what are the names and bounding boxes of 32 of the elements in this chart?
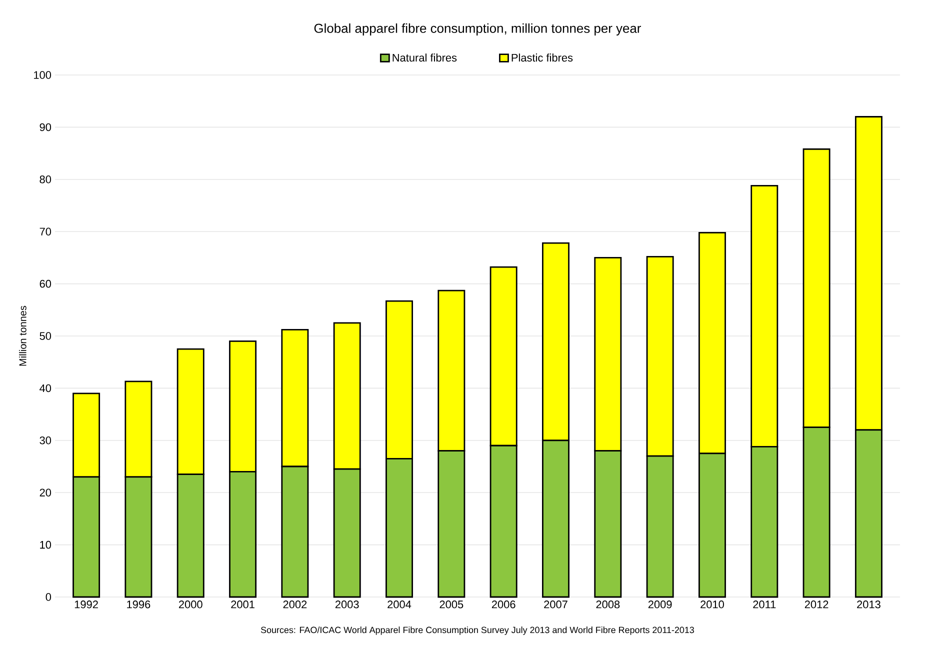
x-tick-label: 2009	[648, 600, 672, 608]
y-tick-label: 80	[40, 176, 52, 184]
x-tick-label: 2010	[700, 600, 724, 608]
x-tick-label: 2005	[440, 600, 464, 608]
x-tick-label: 1996	[127, 600, 150, 608]
x-tick-label: 2012	[804, 600, 828, 608]
x-tick-label: 1992	[74, 600, 98, 608]
x-tick-label: 2001	[231, 600, 254, 608]
legend-label: Plastic fibres	[512, 54, 573, 62]
x-tick-label: 2006	[492, 600, 516, 608]
y-tick-label: 10	[40, 540, 52, 549]
y-tick-label: 100	[34, 71, 52, 79]
y-tick-label: 40	[40, 384, 52, 392]
x-tick-label: 2004	[388, 600, 412, 608]
x-tick-label: 2013	[857, 600, 880, 608]
y-tick-label: 90	[40, 123, 52, 132]
x-tick-label: 2008	[596, 600, 620, 608]
y-tick-label: 50	[40, 332, 52, 340]
y-tick-label: 0	[46, 593, 52, 601]
y-tick-label: 70	[40, 228, 52, 236]
x-tick-label: 2007	[544, 600, 568, 608]
y-axis-title: Million tonnes	[19, 306, 26, 366]
y-tick-label: 20	[40, 488, 52, 496]
x-tick-label: 2002	[283, 600, 307, 608]
x-tick-label: 2003	[335, 600, 359, 608]
y-tick-label: 30	[40, 436, 52, 444]
chart-title: Global apparel fibre consumption, million tonnes per year	[314, 23, 641, 36]
y-tick-label: 60	[40, 280, 52, 288]
x-tick-label: 2000	[178, 600, 202, 608]
source-note: Sources: FAO/ICAC World Apparel Fibre Consumption Survey July 2013 and World Fibre Reports 2011-2013	[260, 626, 694, 635]
legend-label: Natural fibres	[392, 54, 457, 62]
x-tick-label: 2011	[753, 600, 776, 608]
